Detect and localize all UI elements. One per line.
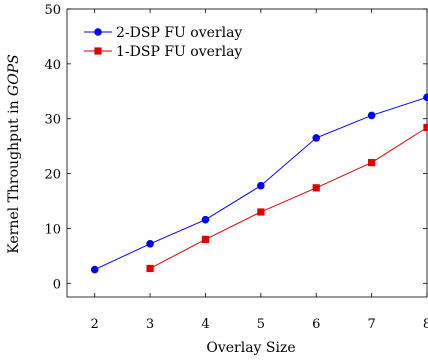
data-point [312, 184, 320, 192]
plot-frame [66, 8, 428, 298]
x-tick-label: 8 [423, 317, 428, 332]
data-point [312, 134, 321, 142]
y-axis-ticks: 0 10 20 30 40 50 [44, 3, 427, 292]
x-tick-label: 6 [312, 317, 320, 332]
legend-marker-1 [94, 28, 102, 36]
data-point [201, 235, 210, 243]
x-axis-label: Overlay Size [206, 340, 295, 356]
plot-area [66, 8, 428, 298]
y-tick-label: 40 [44, 58, 61, 73]
data-point [90, 265, 99, 274]
series-layer [90, 93, 428, 274]
data-point [423, 93, 428, 102]
data-point [257, 208, 265, 216]
x-tick-label: 7 [367, 317, 375, 332]
x-tick-label: 5 [257, 317, 265, 332]
data-point [367, 111, 376, 120]
x-tick-label: 3 [146, 317, 154, 332]
y-tick-label: 30 [44, 113, 61, 128]
y-tick-label: 10 [44, 222, 61, 237]
x-tick-label: 2 [91, 317, 99, 332]
series-line-2 [149, 127, 428, 269]
y-tick-label: 20 [44, 168, 61, 183]
legend-label-2: 1-DSP FU overlay [116, 44, 242, 60]
x-axis-ticks: 2 3 4 5 6 7 8 [91, 9, 428, 332]
data-point [423, 123, 428, 132]
data-point [368, 159, 376, 167]
y-axis-label: Kernel Throughput in GOPS [6, 54, 22, 253]
y-axis-label-unit: GOPS [6, 54, 22, 96]
legend: 2-DSP FU overlay 1-DSP FU overlay [84, 25, 242, 60]
data-point [257, 181, 265, 190]
data-point [146, 239, 154, 248]
data-point [201, 215, 210, 224]
legend-label-1: 2-DSP FU overlay [116, 25, 242, 41]
y-tick-label: 0 [53, 277, 61, 292]
legend-marker-2 [94, 47, 102, 55]
y-tick-label: 50 [44, 3, 61, 18]
data-point [146, 264, 154, 273]
x-tick-label: 4 [201, 317, 209, 332]
y-axis-label-prefix: Kernel Throughput in [6, 96, 22, 254]
